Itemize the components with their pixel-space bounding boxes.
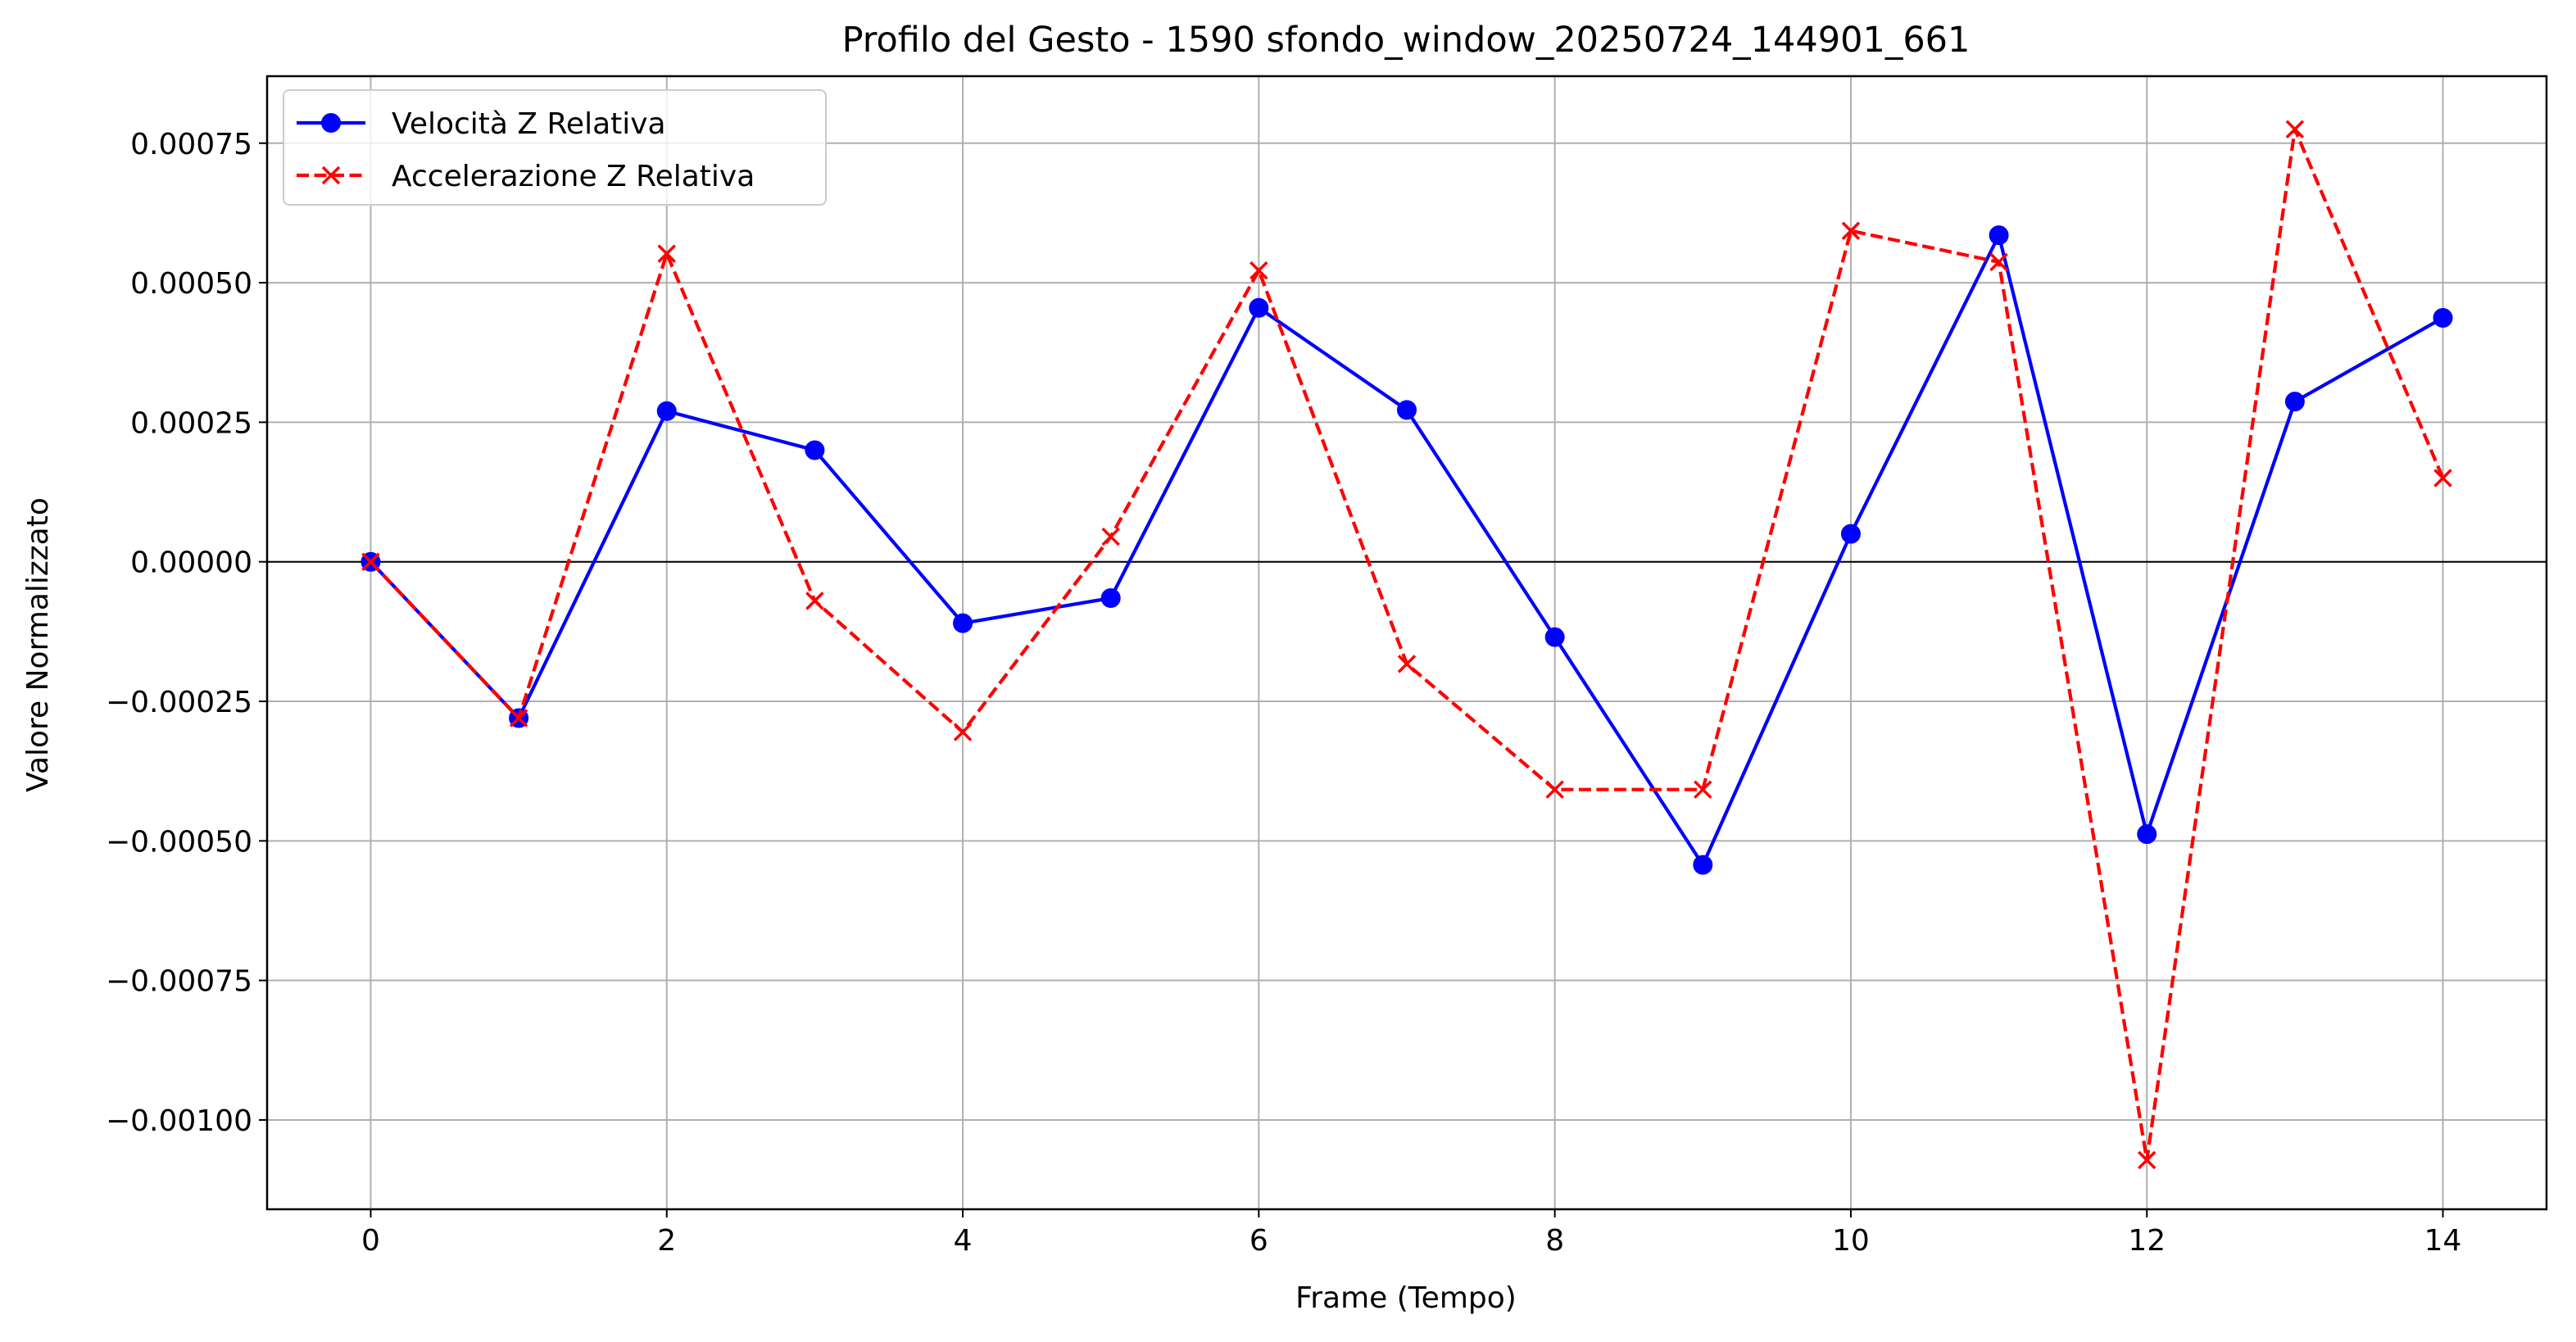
y-tick-label: 0.00000 [130, 546, 252, 580]
x-axis-title: Frame (Tempo) [1295, 1281, 1517, 1315]
data-point [953, 723, 973, 741]
x-tick-label: 2 [657, 1224, 676, 1258]
plot-frame [265, 75, 2548, 1211]
chart-title: Profilo del Gesto - 1590 sfondo_window_2… [842, 20, 1971, 61]
x-tick-label: 6 [1249, 1224, 1268, 1258]
data-point [1989, 252, 2008, 272]
legend-box [283, 89, 827, 206]
data-point [1989, 225, 2009, 246]
y-tick-label: −0.00075 [106, 965, 252, 999]
data-point [656, 401, 677, 421]
legend-label-2: Accelerazione Z Relativa [392, 160, 755, 193]
x-tick-label: 12 [2128, 1224, 2166, 1258]
y-tick-label: −0.00050 [106, 825, 252, 859]
legend-entries: Velocità Z Relativa Accelerazione Z Relat… [297, 107, 755, 193]
y-tick-label: 0.00075 [130, 128, 252, 161]
data-point [1100, 587, 1121, 608]
series-2 [361, 120, 2452, 1170]
data-point [1694, 780, 1712, 799]
x-tick-label: 8 [1545, 1224, 1564, 1258]
data-point [1249, 297, 1269, 318]
y-tick-label: −0.00100 [106, 1104, 252, 1138]
data-point [2433, 307, 2453, 328]
data-point [2285, 120, 2305, 138]
data-point [805, 440, 825, 460]
legend-label-1: Velocità Z Relativa [392, 107, 666, 141]
data-point [1544, 627, 1565, 647]
x-tick-label: 0 [361, 1224, 380, 1258]
data-point [1101, 527, 1120, 546]
legend-marker-2 [321, 165, 341, 185]
y-tick-label: 0.00025 [130, 406, 252, 440]
data-point [1841, 221, 1861, 240]
legend: Velocità Z Relativa Accelerazione Z Relat… [283, 89, 827, 206]
data-point [657, 244, 676, 263]
data-point [1545, 780, 1564, 799]
x-tick-label: 10 [1832, 1224, 1870, 1258]
x-tick-label: 4 [954, 1224, 973, 1258]
data-point [361, 552, 380, 571]
data-point [805, 592, 824, 610]
y-axis-title: Valore Normalizzato [21, 497, 55, 792]
data-point [2137, 824, 2157, 845]
y-tick-label: 0.00050 [130, 267, 252, 301]
data-point [2138, 1150, 2156, 1170]
data-point [953, 613, 973, 633]
data-point [2284, 392, 2305, 412]
data-point [1840, 524, 1861, 544]
data-point [1249, 261, 1268, 280]
y-tick-label: −0.00025 [106, 686, 252, 719]
legend-marker-1 [321, 113, 341, 133]
x-tick-label: 14 [2424, 1224, 2462, 1258]
data-point [1693, 855, 1713, 875]
data-point [2433, 469, 2452, 487]
data-point [1397, 400, 1417, 420]
series-layer [361, 120, 2453, 1170]
data-point [1397, 655, 1417, 673]
data-point [509, 709, 528, 728]
axis-ticks: 0 2 4 6 8 10 12 14 0.00075 0.00050 0.00025 0.00000 −… [106, 128, 2461, 1258]
